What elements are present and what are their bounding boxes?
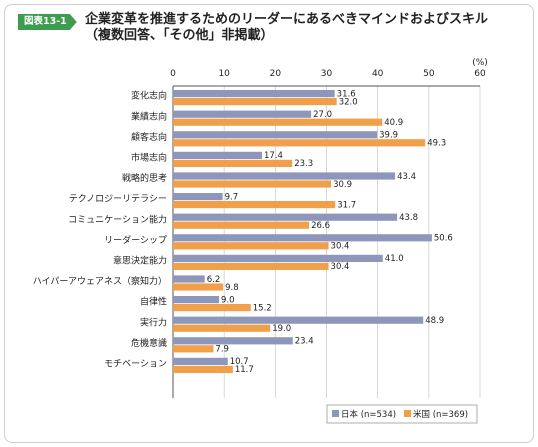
data-label: 31.6 <box>337 89 356 99</box>
data-label: 43.8 <box>399 213 418 223</box>
x-tick-label: 10 <box>218 69 230 79</box>
bar-us <box>173 304 251 312</box>
category-label: 市場志向 <box>131 152 167 164</box>
data-label: 39.9 <box>379 131 398 141</box>
category-label: コミュニケーション能力 <box>68 213 167 225</box>
data-label: 19.0 <box>272 324 291 334</box>
bar-japan <box>173 316 424 324</box>
data-label: 23.4 <box>295 337 314 347</box>
category-label: 自律性 <box>140 296 167 308</box>
category-label: テクノロジーリテラシー <box>69 194 167 205</box>
category-label: 戦略的思考 <box>122 172 167 184</box>
data-label: 32.0 <box>339 97 358 107</box>
bar-japan <box>173 90 335 98</box>
data-label: 48.9 <box>425 316 444 326</box>
x-axis-unit: (%) <box>472 58 488 68</box>
legend-swatch-japan <box>332 410 339 417</box>
data-label: 6.2 <box>207 275 221 285</box>
data-label: 30.4 <box>331 242 350 252</box>
bar-japan <box>173 357 228 365</box>
category-label: 意思決定能力 <box>113 255 167 267</box>
bar-japan <box>173 131 378 139</box>
bar-japan <box>173 213 398 221</box>
data-label: 41.0 <box>385 254 404 264</box>
category-label: リーダーシップ <box>104 234 167 246</box>
bar-us <box>173 242 329 250</box>
data-label: 27.0 <box>313 110 332 120</box>
bar-japan <box>173 296 220 304</box>
bar-japan <box>173 234 432 242</box>
bar-japan <box>173 151 263 159</box>
data-label: 15.2 <box>253 303 272 313</box>
chart-title: 企業変革を推進するためのリーダーにあるべきマインドおよびスキル <box>85 12 489 27</box>
bar-us <box>173 324 271 332</box>
bar-japan <box>173 275 205 283</box>
bar-us <box>173 98 337 106</box>
category-label: 業績志向 <box>131 110 167 122</box>
legend-label-japan: 日本 (n=534) <box>341 409 396 420</box>
data-label: 23.3 <box>294 159 313 169</box>
bar-japan <box>173 110 312 118</box>
bar-japan <box>173 337 293 345</box>
bar-japan <box>173 254 383 262</box>
bar-us <box>173 283 224 291</box>
data-label: 17.4 <box>264 151 283 161</box>
data-label: 31.7 <box>337 200 356 210</box>
bar-us <box>173 139 426 147</box>
bar-us <box>173 118 383 126</box>
data-label: 11.7 <box>235 365 254 375</box>
data-label: 49.3 <box>427 139 446 149</box>
bar-us <box>173 221 310 229</box>
category-label: 顧客志向 <box>131 131 167 143</box>
data-label: 7.9 <box>215 345 229 355</box>
x-tick-label: 40 <box>372 69 384 79</box>
bar-us <box>173 159 293 167</box>
legend-label-us: 米国 (n=369) <box>413 409 468 420</box>
x-tick-label: 0 <box>170 69 176 79</box>
data-label: 30.9 <box>333 180 352 190</box>
data-label: 10.7 <box>230 357 249 367</box>
data-label: 40.9 <box>384 118 403 128</box>
x-tick-label: 50 <box>423 69 435 79</box>
category-label: モチベーション <box>104 359 167 370</box>
figure-label-badge: 図表13-1 <box>18 14 77 30</box>
bar-us <box>173 180 332 188</box>
data-label: 30.4 <box>331 262 350 272</box>
data-label: 43.4 <box>397 172 416 182</box>
data-label: 26.6 <box>311 221 330 231</box>
bar-us <box>173 201 336 209</box>
data-label: 50.6 <box>434 234 453 244</box>
data-label: 9.0 <box>221 295 235 305</box>
chart-subtitle: （複数回答、「その他」非掲載） <box>85 28 274 43</box>
category-label: 危機意識 <box>131 337 167 349</box>
legend-box <box>326 404 478 424</box>
bar-japan <box>173 172 396 180</box>
x-tick-label: 30 <box>321 69 333 79</box>
data-label: 9.8 <box>225 283 239 293</box>
data-label: 9.7 <box>225 192 239 202</box>
bar-japan <box>173 193 223 201</box>
legend-swatch-us <box>404 410 411 417</box>
x-tick-label: 20 <box>270 69 282 79</box>
bar-us <box>173 345 214 353</box>
x-tick-label: 60 <box>474 69 486 79</box>
category-label: ハイパーアウェアネス（察知力） <box>33 275 167 287</box>
category-label: 実行力 <box>140 316 167 328</box>
bar-us <box>173 365 233 373</box>
bar-us <box>173 262 329 270</box>
category-label: 変化志向 <box>131 90 167 102</box>
